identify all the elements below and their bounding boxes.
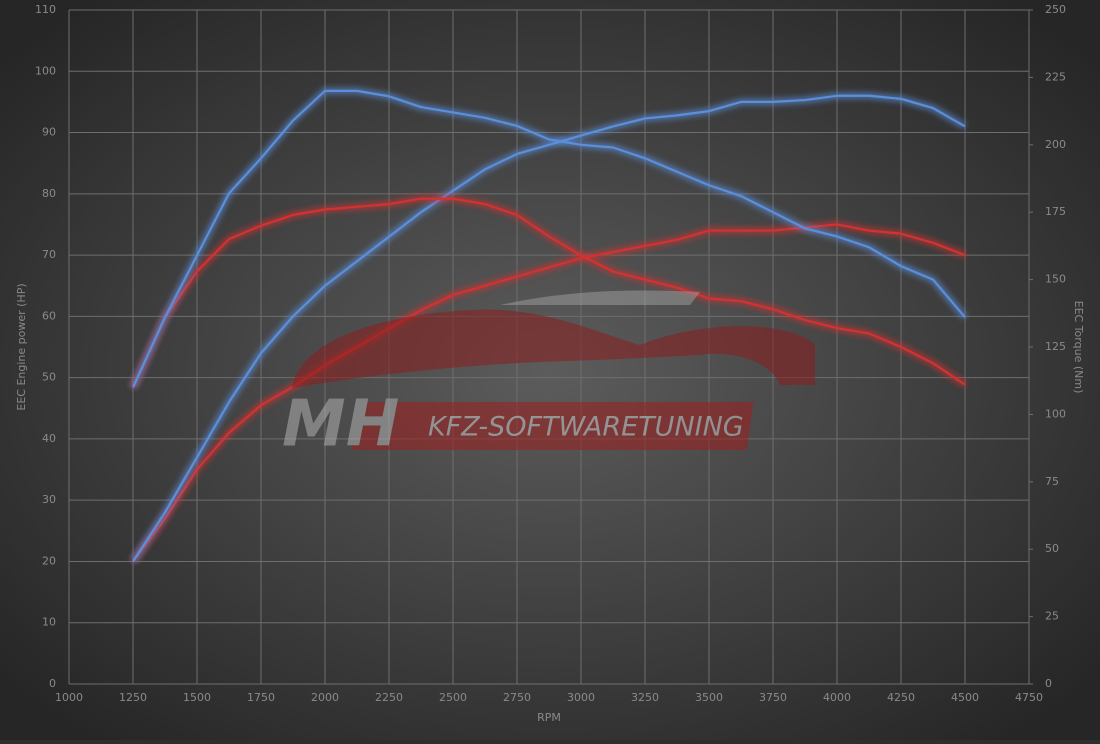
x-tick-label: 3500 <box>695 691 723 704</box>
watermark-right: KFZ-SOFTWARETUNING <box>428 412 744 443</box>
x-tick-label: 2250 <box>375 691 403 704</box>
y2-tick-label: 100 <box>1045 407 1066 420</box>
y-tick-label: 70 <box>42 248 56 261</box>
watermark-left: MH <box>282 388 399 462</box>
y2-tick-label: 125 <box>1045 340 1066 353</box>
series-line <box>132 94 966 563</box>
x-tick-label: 2750 <box>503 691 531 704</box>
y2-tick-label: 200 <box>1045 138 1066 151</box>
x-axis-label: RPM <box>537 711 561 724</box>
y-tick-label: 0 <box>49 677 56 690</box>
banner <box>351 402 754 450</box>
y2-tick-label: 25 <box>1045 610 1059 623</box>
y2-tick-label: 50 <box>1045 542 1059 555</box>
x-tick-label: 1000 <box>55 691 83 704</box>
y2-tick-label: 250 <box>1045 3 1066 16</box>
car-window <box>500 290 700 305</box>
y-tick-label: 30 <box>42 493 56 506</box>
x-tick-label: 1500 <box>183 691 211 704</box>
y2-axis-label: EEC Torque (Nm) <box>1072 301 1085 394</box>
y-tick-label: 80 <box>42 187 56 200</box>
y2-tick-label: 175 <box>1045 205 1066 218</box>
y-axis-label: EEC Engine power (HP) <box>15 283 28 410</box>
x-tick-label: 1250 <box>119 691 147 704</box>
x-tick-label: 4500 <box>951 691 979 704</box>
x-tick-label: 4250 <box>887 691 915 704</box>
x-tick-label: 4000 <box>823 691 851 704</box>
x-tick-label: 2000 <box>311 691 339 704</box>
x-tick-label: 4750 <box>1015 691 1043 704</box>
y2-tick-label: 225 <box>1045 70 1066 83</box>
y2-tick-label: 150 <box>1045 273 1066 286</box>
x-tick-label: 3250 <box>631 691 659 704</box>
y-tick-label: 100 <box>35 64 56 77</box>
watermark: MH KFZ-SOFTWARETUNING <box>282 290 815 462</box>
y-tick-label: 50 <box>42 371 56 384</box>
y-tick-label: 90 <box>42 126 56 139</box>
y-tick-label: 60 <box>42 309 56 322</box>
x-tick-label: 3750 <box>759 691 787 704</box>
y-tick-label: 10 <box>42 616 56 629</box>
x-tick-label: 3000 <box>567 691 595 704</box>
x-tick-label: 2500 <box>439 691 467 704</box>
y2-tick-label: 75 <box>1045 475 1059 488</box>
y-tick-label: 20 <box>42 554 56 567</box>
y-tick-label: 40 <box>42 432 56 445</box>
series-line <box>132 223 966 563</box>
series-line <box>131 197 966 388</box>
y2-tick-label: 0 <box>1045 677 1052 690</box>
series-line <box>131 89 966 388</box>
y-tick-label: 110 <box>35 3 56 16</box>
car-shape <box>292 309 815 388</box>
x-tick-label: 1750 <box>247 691 275 704</box>
